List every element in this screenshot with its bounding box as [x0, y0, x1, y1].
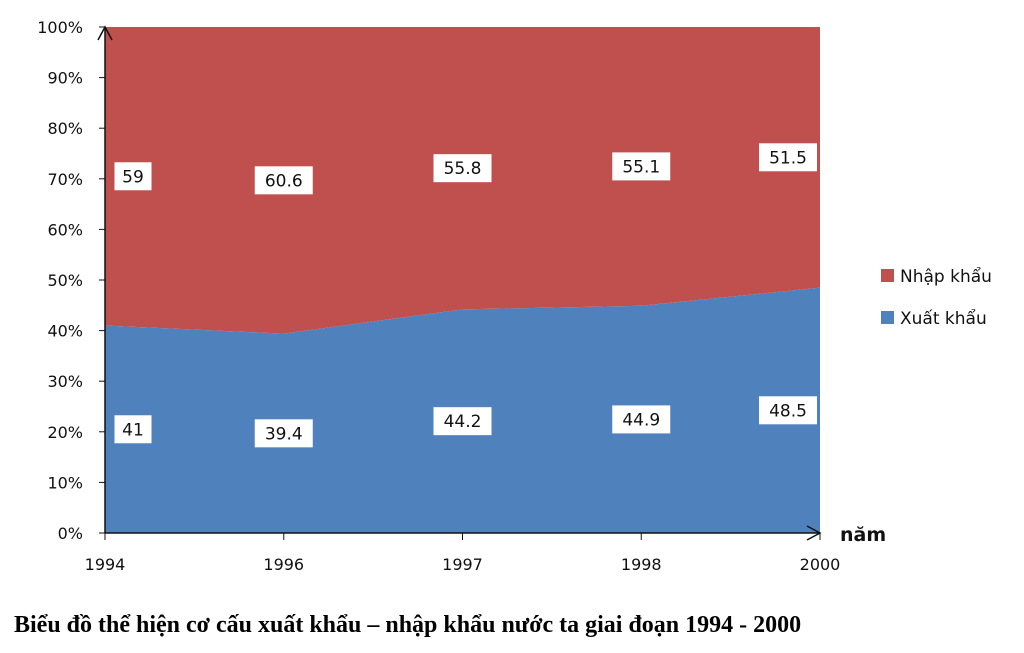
- y-tick-label: 90%: [47, 69, 83, 88]
- area-layer: [105, 27, 820, 533]
- y-tick-label: 30%: [47, 372, 83, 391]
- x-tick-label: 1998: [621, 555, 662, 574]
- data-label: 44.9: [622, 410, 660, 430]
- data-label-box: [433, 407, 492, 436]
- y-tick-label: 70%: [47, 170, 83, 189]
- y-tick-label: 20%: [47, 423, 83, 442]
- data-label-box: [114, 415, 152, 444]
- y-tick-label: 80%: [47, 119, 83, 138]
- data-label: 59: [122, 167, 144, 187]
- y-tick-label: 100%: [37, 18, 83, 37]
- data-label-layer: 41 39.4 44.2 44.9 48.5 59 60.6 55.8 55.1 51.5: [114, 143, 817, 448]
- y-tick-label: 40%: [47, 322, 83, 341]
- x-tick-label: 1997: [442, 555, 483, 574]
- y-tick-label: 60%: [47, 220, 83, 239]
- legend-label: Nhập khẩu: [900, 266, 992, 287]
- chart-title: Biểu đồ thể hiện cơ cấu xuất khẩu – nhập…: [14, 612, 802, 638]
- data-label: 48.5: [769, 401, 807, 421]
- x-tick-label: 1994: [85, 555, 126, 574]
- x-tick-label: 2000: [800, 555, 841, 574]
- data-label: 44.2: [444, 412, 482, 432]
- tick-layer: 0% 10% 20% 30% 40% 50% 60% 70% 80% 90% 100% 1994 199…: [37, 18, 840, 574]
- y-tick-label: 50%: [47, 271, 83, 290]
- data-label: 60.6: [265, 171, 303, 191]
- data-label-box: [114, 162, 152, 191]
- data-label-box: [612, 152, 671, 181]
- y-tick-label: 0%: [58, 524, 83, 543]
- data-label-box: [759, 396, 817, 425]
- data-label-box: [254, 166, 313, 195]
- data-label-box: [254, 419, 313, 448]
- data-label-box: [433, 154, 492, 183]
- data-label: 41: [122, 420, 144, 440]
- y-tick-label: 10%: [47, 473, 83, 492]
- x-axis-label: năm: [840, 524, 886, 546]
- x-tick-label: 1996: [263, 555, 304, 574]
- data-label: 55.1: [622, 157, 660, 177]
- data-label-box: [612, 405, 671, 434]
- data-label: 55.8: [444, 159, 482, 179]
- legend-swatch: [881, 269, 894, 282]
- legend-label: Xuất khẩu: [900, 308, 987, 329]
- legend-swatch: [881, 311, 894, 324]
- legend: Nhập khẩu Xuất khẩu: [881, 266, 992, 329]
- data-label: 51.5: [769, 148, 807, 168]
- data-label-box: [759, 143, 817, 172]
- data-label: 39.4: [265, 424, 303, 444]
